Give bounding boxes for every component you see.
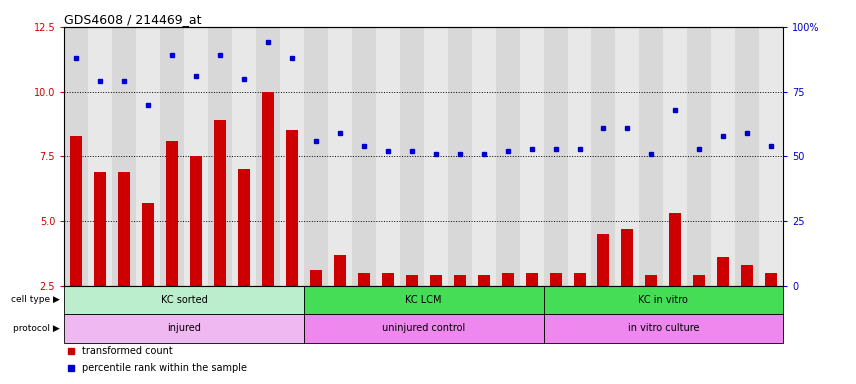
Bar <box>687 27 711 286</box>
Bar <box>166 141 178 286</box>
Text: GDS4608 / 214469_at: GDS4608 / 214469_at <box>64 13 202 26</box>
Bar <box>280 27 304 286</box>
Bar <box>496 27 520 286</box>
Bar <box>502 273 514 286</box>
Bar <box>478 275 490 286</box>
Bar <box>597 234 609 286</box>
Text: transformed count: transformed count <box>82 346 173 356</box>
Bar <box>352 27 376 286</box>
Bar <box>544 286 783 314</box>
Text: cell type ▶: cell type ▶ <box>11 295 60 305</box>
Bar <box>190 156 202 286</box>
Text: injured: injured <box>167 323 201 333</box>
Bar <box>400 27 424 286</box>
Bar <box>717 257 729 286</box>
Bar <box>639 27 663 286</box>
Text: KC LCM: KC LCM <box>406 295 442 305</box>
Text: percentile rank within the sample: percentile rank within the sample <box>82 363 247 373</box>
Bar <box>669 213 681 286</box>
Bar <box>232 27 256 286</box>
Bar <box>472 27 496 286</box>
Bar <box>112 27 136 286</box>
Bar <box>645 275 657 286</box>
Bar <box>544 27 568 286</box>
Bar <box>208 27 232 286</box>
Bar <box>448 27 472 286</box>
Bar <box>118 172 130 286</box>
Bar <box>70 136 82 286</box>
Text: uninjured control: uninjured control <box>382 323 466 333</box>
Bar <box>64 286 304 314</box>
Bar <box>550 273 562 286</box>
Bar <box>136 27 160 286</box>
Bar <box>262 92 274 286</box>
Text: KC in vitro: KC in vitro <box>639 295 688 305</box>
Bar <box>184 27 208 286</box>
Bar <box>304 27 328 286</box>
Bar <box>574 273 586 286</box>
Bar <box>520 27 544 286</box>
Bar <box>759 27 783 286</box>
Bar <box>142 203 154 286</box>
Bar <box>663 27 687 286</box>
Text: in vitro culture: in vitro culture <box>627 323 699 333</box>
Bar <box>334 255 346 286</box>
Bar <box>304 286 544 314</box>
Bar <box>256 27 280 286</box>
Bar <box>358 273 370 286</box>
Bar <box>615 27 639 286</box>
Text: protocol ▶: protocol ▶ <box>13 324 60 333</box>
Bar <box>711 27 735 286</box>
Bar <box>454 275 466 286</box>
Bar <box>376 27 400 286</box>
Bar <box>430 275 442 286</box>
Bar <box>526 273 538 286</box>
Bar <box>286 131 298 286</box>
Bar <box>544 314 783 343</box>
Text: KC sorted: KC sorted <box>161 295 207 305</box>
Bar <box>64 27 88 286</box>
Bar <box>94 172 106 286</box>
Bar <box>160 27 184 286</box>
Bar <box>64 314 304 343</box>
Bar <box>735 27 759 286</box>
Bar <box>741 265 753 286</box>
Bar <box>214 120 226 286</box>
Bar <box>238 169 250 286</box>
Bar <box>424 27 448 286</box>
Bar <box>310 270 322 286</box>
Bar <box>88 27 112 286</box>
Bar <box>621 229 633 286</box>
Bar <box>382 273 394 286</box>
Bar <box>765 273 777 286</box>
Bar <box>591 27 615 286</box>
Bar <box>406 275 418 286</box>
Bar <box>328 27 352 286</box>
Bar <box>693 275 705 286</box>
Bar <box>568 27 591 286</box>
Bar <box>304 314 544 343</box>
